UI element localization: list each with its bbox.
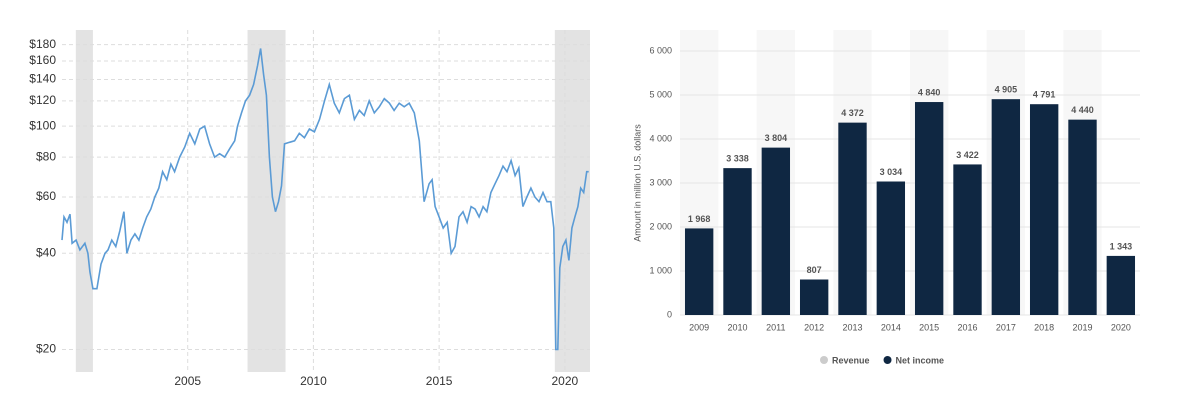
value-label: 4 791 [1033,90,1056,100]
legend-label: Net income [896,355,945,365]
value-label: 4 372 [841,108,864,118]
price-line [61,48,589,351]
y-tick-label: $120 [29,93,56,107]
y-tick-label: 4 000 [649,133,672,143]
value-label: 3 804 [765,133,788,143]
x-tick-label: 2020 [1111,322,1131,332]
value-label: 4 440 [1071,105,1094,115]
x-tick-label: 2005 [174,374,201,388]
value-label: 1 968 [688,214,711,224]
value-label: 1 343 [1110,241,1133,251]
value-label: 3 422 [956,150,979,160]
bar [761,147,791,315]
y-tick-label: $40 [36,245,56,259]
y-tick-label: $180 [29,37,56,51]
income-chart: 0 1 000 2 000 3 000 4 000 5 000 6 000 Amount in… [632,30,1140,365]
x-tick-label: 2015 [426,374,453,388]
y-tick-label: $20 [36,342,56,356]
y-axis-label: Amount in million U.S. dollars [632,124,642,242]
x-tick-label: 2010 [300,374,327,388]
bar [838,122,867,315]
legend-marker [883,356,892,364]
bar [684,228,714,315]
bar [876,181,906,315]
legend-marker [820,356,828,364]
legend-label: Revenue [832,355,870,365]
bar [953,164,982,315]
value-label: 3 034 [880,167,903,177]
x-tick-label: 2009 [689,322,709,332]
bar [991,99,1021,316]
x-tick-label: 2020 [552,374,579,388]
value-label: 4 840 [918,87,941,97]
x-tick-label: 2015 [919,322,939,332]
y-tick-label: $160 [29,53,56,67]
bar [723,168,752,315]
x-tick-label: 2010 [727,322,747,332]
recession-band [75,30,93,372]
y-tick-label: 1 000 [649,265,672,275]
y-tick-label: 6 000 [649,45,672,55]
bar [1106,255,1136,315]
x-tick-label: 2018 [1034,322,1054,332]
bar [914,102,944,315]
x-tick-label: 2013 [842,322,862,332]
bar [1068,119,1097,315]
y-tick-label: 0 [667,309,672,319]
y-tick-label: 2 000 [649,221,672,231]
recession-band [247,30,286,372]
x-tick-label: 2019 [1072,322,1092,332]
bar [1029,104,1059,315]
x-tick-label: 2014 [881,322,901,332]
y-tick-label: 3 000 [649,177,672,187]
x-tick-label: 2011 [766,322,785,332]
y-tick-label: $140 [29,72,56,86]
recession-band [554,30,590,372]
y-tick-label: $80 [36,149,56,163]
x-tick-label: 2016 [957,322,977,332]
bar [799,279,829,315]
value-label: 3 338 [726,154,749,164]
value-label: 807 [807,265,822,275]
x-tick-label: 2012 [804,322,824,332]
price-chart: $20 $40 $60 $80 $100 $120 $140 $160 $180 2005 2010… [29,30,590,388]
y-tick-label: $60 [36,189,56,203]
value-label: 4 905 [995,85,1018,95]
x-tick-label: 2017 [996,322,1016,332]
y-tick-label: $100 [29,118,56,132]
y-tick-label: 5 000 [649,89,672,99]
